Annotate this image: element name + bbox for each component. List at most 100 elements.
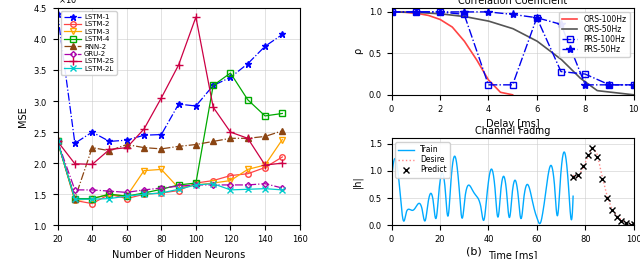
- Train: [491, 185, 499, 189]
- GRU-2: [227, 183, 234, 186]
- LSTM-1: [244, 62, 252, 65]
- GRU-2: [209, 183, 217, 186]
- LSTM-3: [88, 197, 96, 200]
- ORS-50Hz: [630, 93, 637, 96]
- LSTM-2L: [192, 183, 200, 186]
- ORS-50Hz: [531, 38, 539, 41]
- LSTM-1: [123, 139, 131, 142]
- Line: Train: Train: [392, 152, 573, 224]
- Train: [536, 222, 543, 225]
- LSTM-2: [261, 166, 269, 169]
- PRS-100Hz: [509, 83, 516, 87]
- PRS-50Hz: [630, 83, 637, 87]
- LSTM-1: [175, 103, 182, 106]
- LSTM-2L: [71, 198, 79, 201]
- LSTM-2S: [54, 140, 61, 143]
- Desire: [598, 175, 606, 178]
- LSTM-2: [278, 155, 286, 159]
- GRU-2: [123, 191, 131, 194]
- LSTM-3: [261, 163, 269, 167]
- GRU-2: [278, 186, 286, 190]
- PRS-50Hz: [412, 10, 420, 13]
- LSTM-2: [209, 179, 217, 182]
- RNN-2: [88, 146, 96, 149]
- ORS-50Hz: [388, 10, 396, 13]
- ORS-50Hz: [388, 10, 396, 13]
- LSTM-4: [244, 98, 252, 101]
- Predict: [584, 153, 591, 156]
- LSTM-2: [123, 197, 131, 200]
- GRU-2: [244, 183, 252, 186]
- GRU-2: [88, 188, 96, 191]
- PRS-100Hz: [630, 83, 637, 87]
- LSTM-2L: [244, 188, 252, 191]
- LSTM-4: [106, 193, 113, 196]
- LSTM-3: [209, 182, 217, 185]
- Line: LSTM-2S: LSTM-2S: [53, 13, 287, 169]
- RNN-2: [278, 129, 286, 132]
- LSTM-1: [209, 84, 217, 87]
- LSTM-3: [244, 168, 252, 171]
- RNN-2: [54, 140, 61, 143]
- ORS-100Hz: [388, 10, 396, 13]
- PRS-50Hz: [436, 10, 444, 13]
- LSTM-2S: [88, 163, 96, 166]
- ORS-100Hz: [462, 41, 470, 45]
- GRU-2: [261, 182, 269, 185]
- LSTM-1: [192, 104, 200, 107]
- ORS-100Hz: [460, 39, 467, 42]
- LSTM-2L: [209, 182, 217, 185]
- PRS-100Hz: [412, 10, 420, 13]
- Y-axis label: MSE: MSE: [18, 106, 28, 127]
- PRS-50Hz: [388, 10, 396, 13]
- GRU-2: [71, 188, 79, 191]
- LSTM-2L: [140, 193, 148, 196]
- Desire: [613, 214, 621, 217]
- RNN-2: [261, 135, 269, 138]
- RNN-2: [175, 145, 182, 148]
- Desire: [608, 207, 616, 211]
- LSTM-3: [227, 179, 234, 182]
- Y-axis label: |h|: |h|: [353, 175, 363, 188]
- Predict: [608, 208, 616, 212]
- LSTM-1: [261, 45, 269, 48]
- LSTM-2: [140, 193, 148, 196]
- X-axis label: Delay [ms]: Delay [ms]: [486, 119, 540, 129]
- GRU-2: [192, 183, 200, 186]
- X-axis label: Number of Hidden Neurons: Number of Hidden Neurons: [112, 250, 245, 259]
- LSTM-2: [54, 140, 61, 143]
- GRU-2: [157, 186, 165, 190]
- LSTM-1: [106, 140, 113, 143]
- RNN-2: [227, 137, 234, 140]
- Legend: LSTM-1, LSTM-2, LSTM-3, LSTM-4, RNN-2, GRU-2, LSTM-2S, LSTM-2L: LSTM-1, LSTM-2, LSTM-3, LSTM-4, RNN-2, G…: [61, 11, 116, 75]
- Y-axis label: ρ: ρ: [353, 48, 363, 54]
- LSTM-2S: [244, 137, 252, 140]
- Line: PRS-50Hz: PRS-50Hz: [387, 8, 638, 89]
- RNN-2: [106, 149, 113, 152]
- Line: LSTM-3: LSTM-3: [55, 137, 285, 203]
- Predict: [598, 178, 606, 181]
- LSTM-4: [209, 84, 217, 87]
- LSTM-2L: [123, 195, 131, 198]
- Text: (b): (b): [466, 246, 481, 256]
- LSTM-1: [88, 131, 96, 134]
- LSTM-2L: [88, 198, 96, 201]
- Predict: [569, 176, 577, 179]
- Train: [465, 184, 472, 187]
- LSTM-3: [140, 169, 148, 172]
- RNN-2: [123, 143, 131, 146]
- LSTM-4: [192, 182, 200, 185]
- Desire: [618, 218, 625, 221]
- Desire: [630, 223, 637, 226]
- RNN-2: [140, 146, 148, 149]
- LSTM-1: [278, 33, 286, 36]
- Train: [409, 209, 417, 212]
- Line: PRS-100Hz: PRS-100Hz: [389, 9, 636, 88]
- ORS-50Hz: [607, 91, 615, 94]
- Line: ORS-100Hz: ORS-100Hz: [392, 12, 513, 95]
- Legend: ORS-100Hz, ORS-50Hz, PRS-100Hz, PRS-50Hz: ORS-100Hz, ORS-50Hz, PRS-100Hz, PRS-50Hz: [559, 12, 630, 57]
- LSTM-2: [227, 174, 234, 177]
- Desire: [623, 221, 630, 224]
- Desire: [579, 167, 587, 170]
- RNN-2: [157, 147, 165, 150]
